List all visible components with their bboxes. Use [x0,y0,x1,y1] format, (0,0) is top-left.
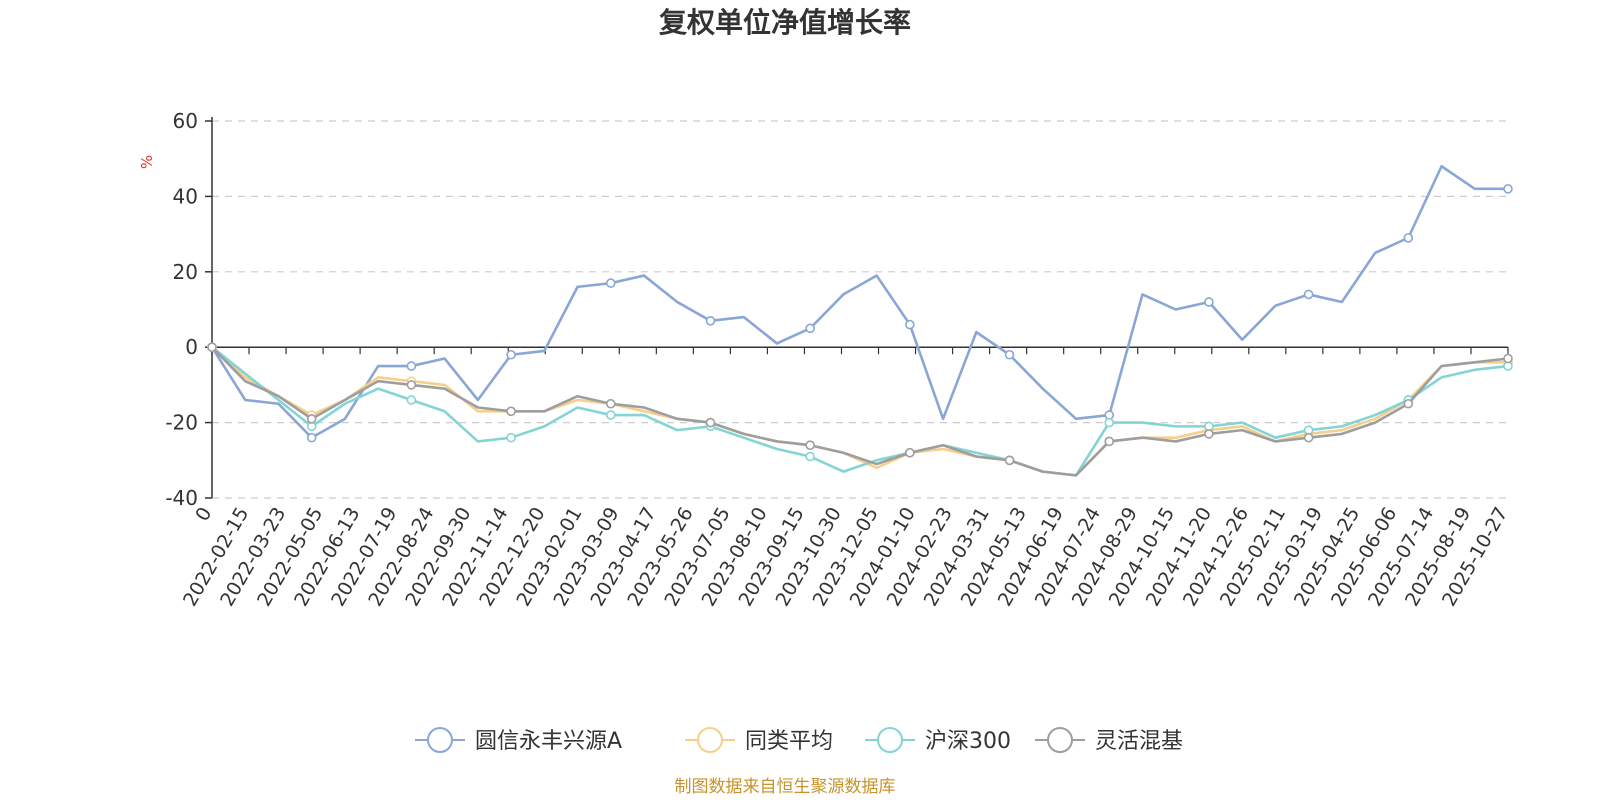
series-1 [207,342,1513,477]
legend-label: 圆信永丰兴源A [475,729,622,754]
series-point [506,406,516,417]
y-tick-label: 0 [185,335,198,359]
series-point [1104,436,1115,447]
series-point [1503,184,1513,194]
series-line [211,346,1509,477]
legend-item-1[interactable]: 同类平均 [685,727,833,754]
legend-item-0[interactable]: 圆信永丰兴源A [415,727,622,754]
series-point [1004,349,1015,360]
series-point [506,432,516,443]
legend-marker [427,727,453,753]
series-point [1303,432,1314,443]
series-point [306,432,317,443]
series-point [605,278,616,288]
series-line [211,346,1509,477]
series-point [1503,353,1513,364]
series-point [506,349,516,360]
legend-label: 灵活混基 [1095,729,1183,754]
series-point [805,323,815,334]
series-point [605,410,616,420]
series-point [1303,289,1314,300]
series-point [1104,417,1115,428]
series-point [1204,297,1214,307]
y-tick-label: 20 [173,260,198,284]
series-point [406,380,417,390]
x-axis-ticks: 02022-02-152022-03-232022-05-052022-06-1… [179,347,1512,610]
y-tick-label: -40 [165,486,198,510]
y-axis-label: % [138,155,156,169]
axes [211,117,1508,498]
grid-lines [212,120,1508,499]
y-tick-label: 40 [173,184,198,208]
legend[interactable]: 圆信永丰兴源A 同类平均 沪深300 灵活混基 [415,727,1183,754]
series-line [211,346,1508,477]
legend-marker [877,727,903,753]
series-point [1004,455,1015,466]
series-point [406,361,417,371]
chart-title: 复权单位净值增长率 [659,6,911,39]
legend-label: 同类平均 [745,729,833,754]
series-point [805,440,815,451]
series-point [207,342,217,353]
series-3 [207,342,1513,477]
series-point [406,395,417,405]
series-point [705,417,716,428]
series-point [705,316,716,326]
legend-item-2[interactable]: 沪深300 [865,727,1011,754]
series-line [210,164,1508,439]
series-point [1403,233,1414,243]
y-tick-label: -20 [165,411,198,435]
y-axis-ticks: 60 40 20 0 -20 -40 [165,109,212,510]
series-point [905,319,915,330]
series-point [1204,429,1214,439]
series-0 [207,164,1513,443]
x-tick-label: 0 [191,504,216,525]
legend-item-3[interactable]: 灵活混基 [1035,727,1183,754]
legend-marker [697,727,723,753]
y-tick-label: 60 [173,109,198,133]
legend-label: 沪深300 [925,729,1011,754]
series-point [905,447,915,458]
series-lines [207,164,1513,477]
legend-marker [1047,727,1073,753]
series-point [306,414,317,424]
series-point [1403,398,1414,409]
series-point [605,398,616,409]
series-2 [207,342,1513,477]
data-source-note: 制图数据来自恒生聚源数据库 [675,777,896,797]
series-point [805,451,815,462]
